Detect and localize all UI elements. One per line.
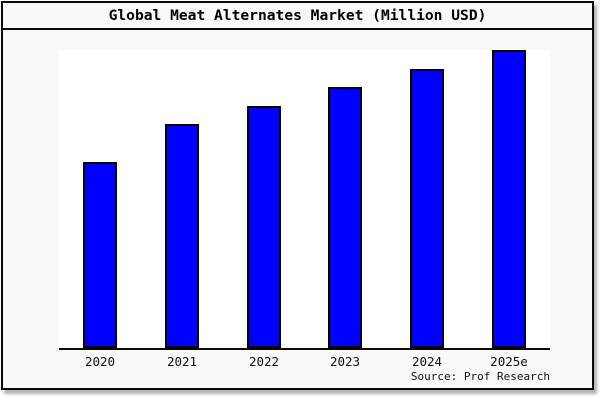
bar-2024 (410, 69, 444, 348)
source-credit: Source: Prof Research (410, 370, 550, 383)
bar-2020 (83, 162, 117, 348)
page-title: Global Meat Alternates Market (Million U… (3, 3, 592, 30)
bar-2022 (247, 106, 281, 348)
plot-area (59, 50, 550, 350)
x-axis-label-2021: 2021 (166, 354, 198, 369)
x-axis-label-2023: 2023 (329, 354, 361, 369)
x-axis-label-2025e: 2025e (490, 354, 528, 369)
chart-frame: Global Meat Alternates Market (Million U… (1, 1, 594, 390)
x-axis-label-2024: 2024 (411, 354, 443, 369)
x-axis-label-2020: 2020 (84, 354, 116, 369)
bar-2021 (165, 124, 199, 348)
bar-2023 (328, 87, 362, 348)
x-axis-label-2022: 2022 (248, 354, 280, 369)
bar-2025e (492, 50, 526, 348)
